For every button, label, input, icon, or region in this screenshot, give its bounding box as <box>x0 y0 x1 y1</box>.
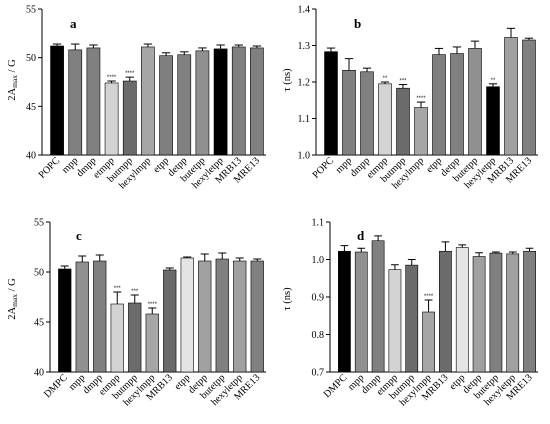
panel-label-b: b <box>354 16 361 31</box>
y-tick-label-a: 50 <box>26 53 36 64</box>
y-tick-label-b: 1.0 <box>298 151 311 162</box>
bar-a-POPC <box>50 45 64 156</box>
y-tick-label-d: 1.0 <box>312 255 325 266</box>
bar-b-etmpp <box>378 83 392 156</box>
y-tick-label-c: 50 <box>34 268 44 279</box>
significance-a-etmpp: **** <box>107 75 117 81</box>
bar-a-butmpp <box>122 80 137 156</box>
bar-a-mpp <box>68 49 83 156</box>
bar-d-MRE13 <box>523 250 536 373</box>
significance-b-hexylmpp: **** <box>416 96 426 102</box>
significance-d-hexylmpp: **** <box>424 294 434 300</box>
y-tick-label-d: 0.7 <box>312 368 325 379</box>
significance-b-etmpp: ** <box>383 76 388 82</box>
y-tick-label-d: 0.9 <box>312 293 325 304</box>
y-tick-label-b: 1.2 <box>298 78 311 89</box>
y-axis-title-a: 2Amax / G <box>7 59 19 101</box>
bar-a-hexylmpp <box>141 46 155 156</box>
y-tick-label-b: 1.4 <box>298 5 311 16</box>
significance-b-hexyletpp: ** <box>491 78 496 84</box>
y-axis-title-b: τ (ns) <box>282 68 293 92</box>
x-tick-label-d-DMPC: DMPC <box>322 372 350 400</box>
bar-c-DMPC <box>58 268 72 373</box>
significance-c-hexylmpp: **** <box>148 302 158 308</box>
bar-b-MRB13 <box>504 37 518 156</box>
significance-c-butmpp: *** <box>131 289 139 295</box>
bar-a-dmpp <box>86 47 101 156</box>
significance-a-butmpp: **** <box>125 71 135 77</box>
bar-b-detpp <box>450 53 464 156</box>
bar-d-etpp <box>455 247 469 373</box>
bar-c-etpp <box>180 257 194 373</box>
bar-c-detpp <box>198 260 212 373</box>
panel-d: τ (ns) d 0.70.80.91.01.1DMPCmppdmppetmpp… <box>282 218 538 408</box>
panel-label-c: c <box>76 228 82 243</box>
y-tick-label-c: 40 <box>34 368 44 379</box>
x-tick-label-c-DMPC: DMPC <box>42 372 70 400</box>
bar-c-hexylmpp <box>145 313 159 373</box>
bar-b-POPC <box>324 51 338 156</box>
bar-c-mpp <box>75 261 89 373</box>
bar-c-hexyletpp <box>233 260 247 373</box>
y-tick-label-a: 55 <box>26 5 36 16</box>
y-tick-label-a: 45 <box>26 102 36 113</box>
y-tick-label-a: 40 <box>26 151 36 162</box>
bar-d-DMPC <box>338 250 351 373</box>
bar-a-detpp <box>177 54 192 156</box>
panel-label-a: a <box>70 16 77 31</box>
bar-d-hexyletpp <box>506 253 520 373</box>
bar-c-MRB13 <box>163 269 177 373</box>
bar-c-dmpp <box>93 260 107 373</box>
bar-b-hexylmpp <box>414 107 428 156</box>
y-tick-label-c: 55 <box>34 218 44 229</box>
bar-a-MRB13 <box>231 46 246 156</box>
significance-c-etmpp: *** <box>114 286 122 292</box>
bar-b-butmpp <box>396 87 410 156</box>
bar-c-butetpp <box>215 258 229 373</box>
bar-b-hexyletpp <box>486 86 500 156</box>
y-tick-label-b: 1.3 <box>298 41 311 52</box>
bar-c-MRE13 <box>250 260 264 373</box>
y-tick-label-d: 0.8 <box>312 330 325 341</box>
bar-b-butetpp <box>468 48 482 156</box>
panel-label-d: d <box>357 228 365 243</box>
bar-a-etpp <box>159 55 173 156</box>
bar-a-butetpp <box>195 50 210 156</box>
bar-d-detpp <box>472 256 486 373</box>
y-tick-label-d: 1.1 <box>312 218 325 229</box>
bar-d-dmpp <box>371 240 385 373</box>
bar-d-butetpp <box>489 252 503 373</box>
bar-d-etmpp <box>388 269 402 373</box>
bar-b-dmpp <box>360 71 374 156</box>
significance-b-butmpp: *** <box>399 79 407 85</box>
panel-a: 2Amax / G a 40455055POPCmppdmpp****etmpp… <box>7 5 266 191</box>
bar-b-etpp <box>432 54 446 156</box>
bar-d-hexylmpp <box>422 311 435 373</box>
bar-c-etmpp <box>110 303 124 373</box>
bar-a-MRE13 <box>250 47 264 156</box>
y-axis-title-d: τ (ns) <box>282 287 293 311</box>
y-tick-label-b: 1.1 <box>298 114 311 125</box>
bar-d-MRB13 <box>439 250 452 373</box>
bar-d-mpp <box>354 251 368 373</box>
y-axis-title-c: 2Amax / G <box>7 278 19 320</box>
bar-b-MRE13 <box>522 39 536 156</box>
y-tick-label-c: 45 <box>34 318 44 329</box>
bar-a-etmpp <box>104 82 119 156</box>
panel-b: τ (ns) b 1.01.11.21.31.4POPCmppdmpp**etm… <box>282 5 538 191</box>
bar-b-mpp <box>342 70 356 156</box>
bar-d-butmpp <box>405 264 419 373</box>
bar-c-butmpp <box>128 302 142 373</box>
bar-a-hexyletpp <box>213 48 228 156</box>
x-tick-label-a-POPC: POPC <box>37 155 63 181</box>
panel-c: 2Amax / G c 40455055DMPCmppdmpp***etmpp*… <box>7 218 266 408</box>
